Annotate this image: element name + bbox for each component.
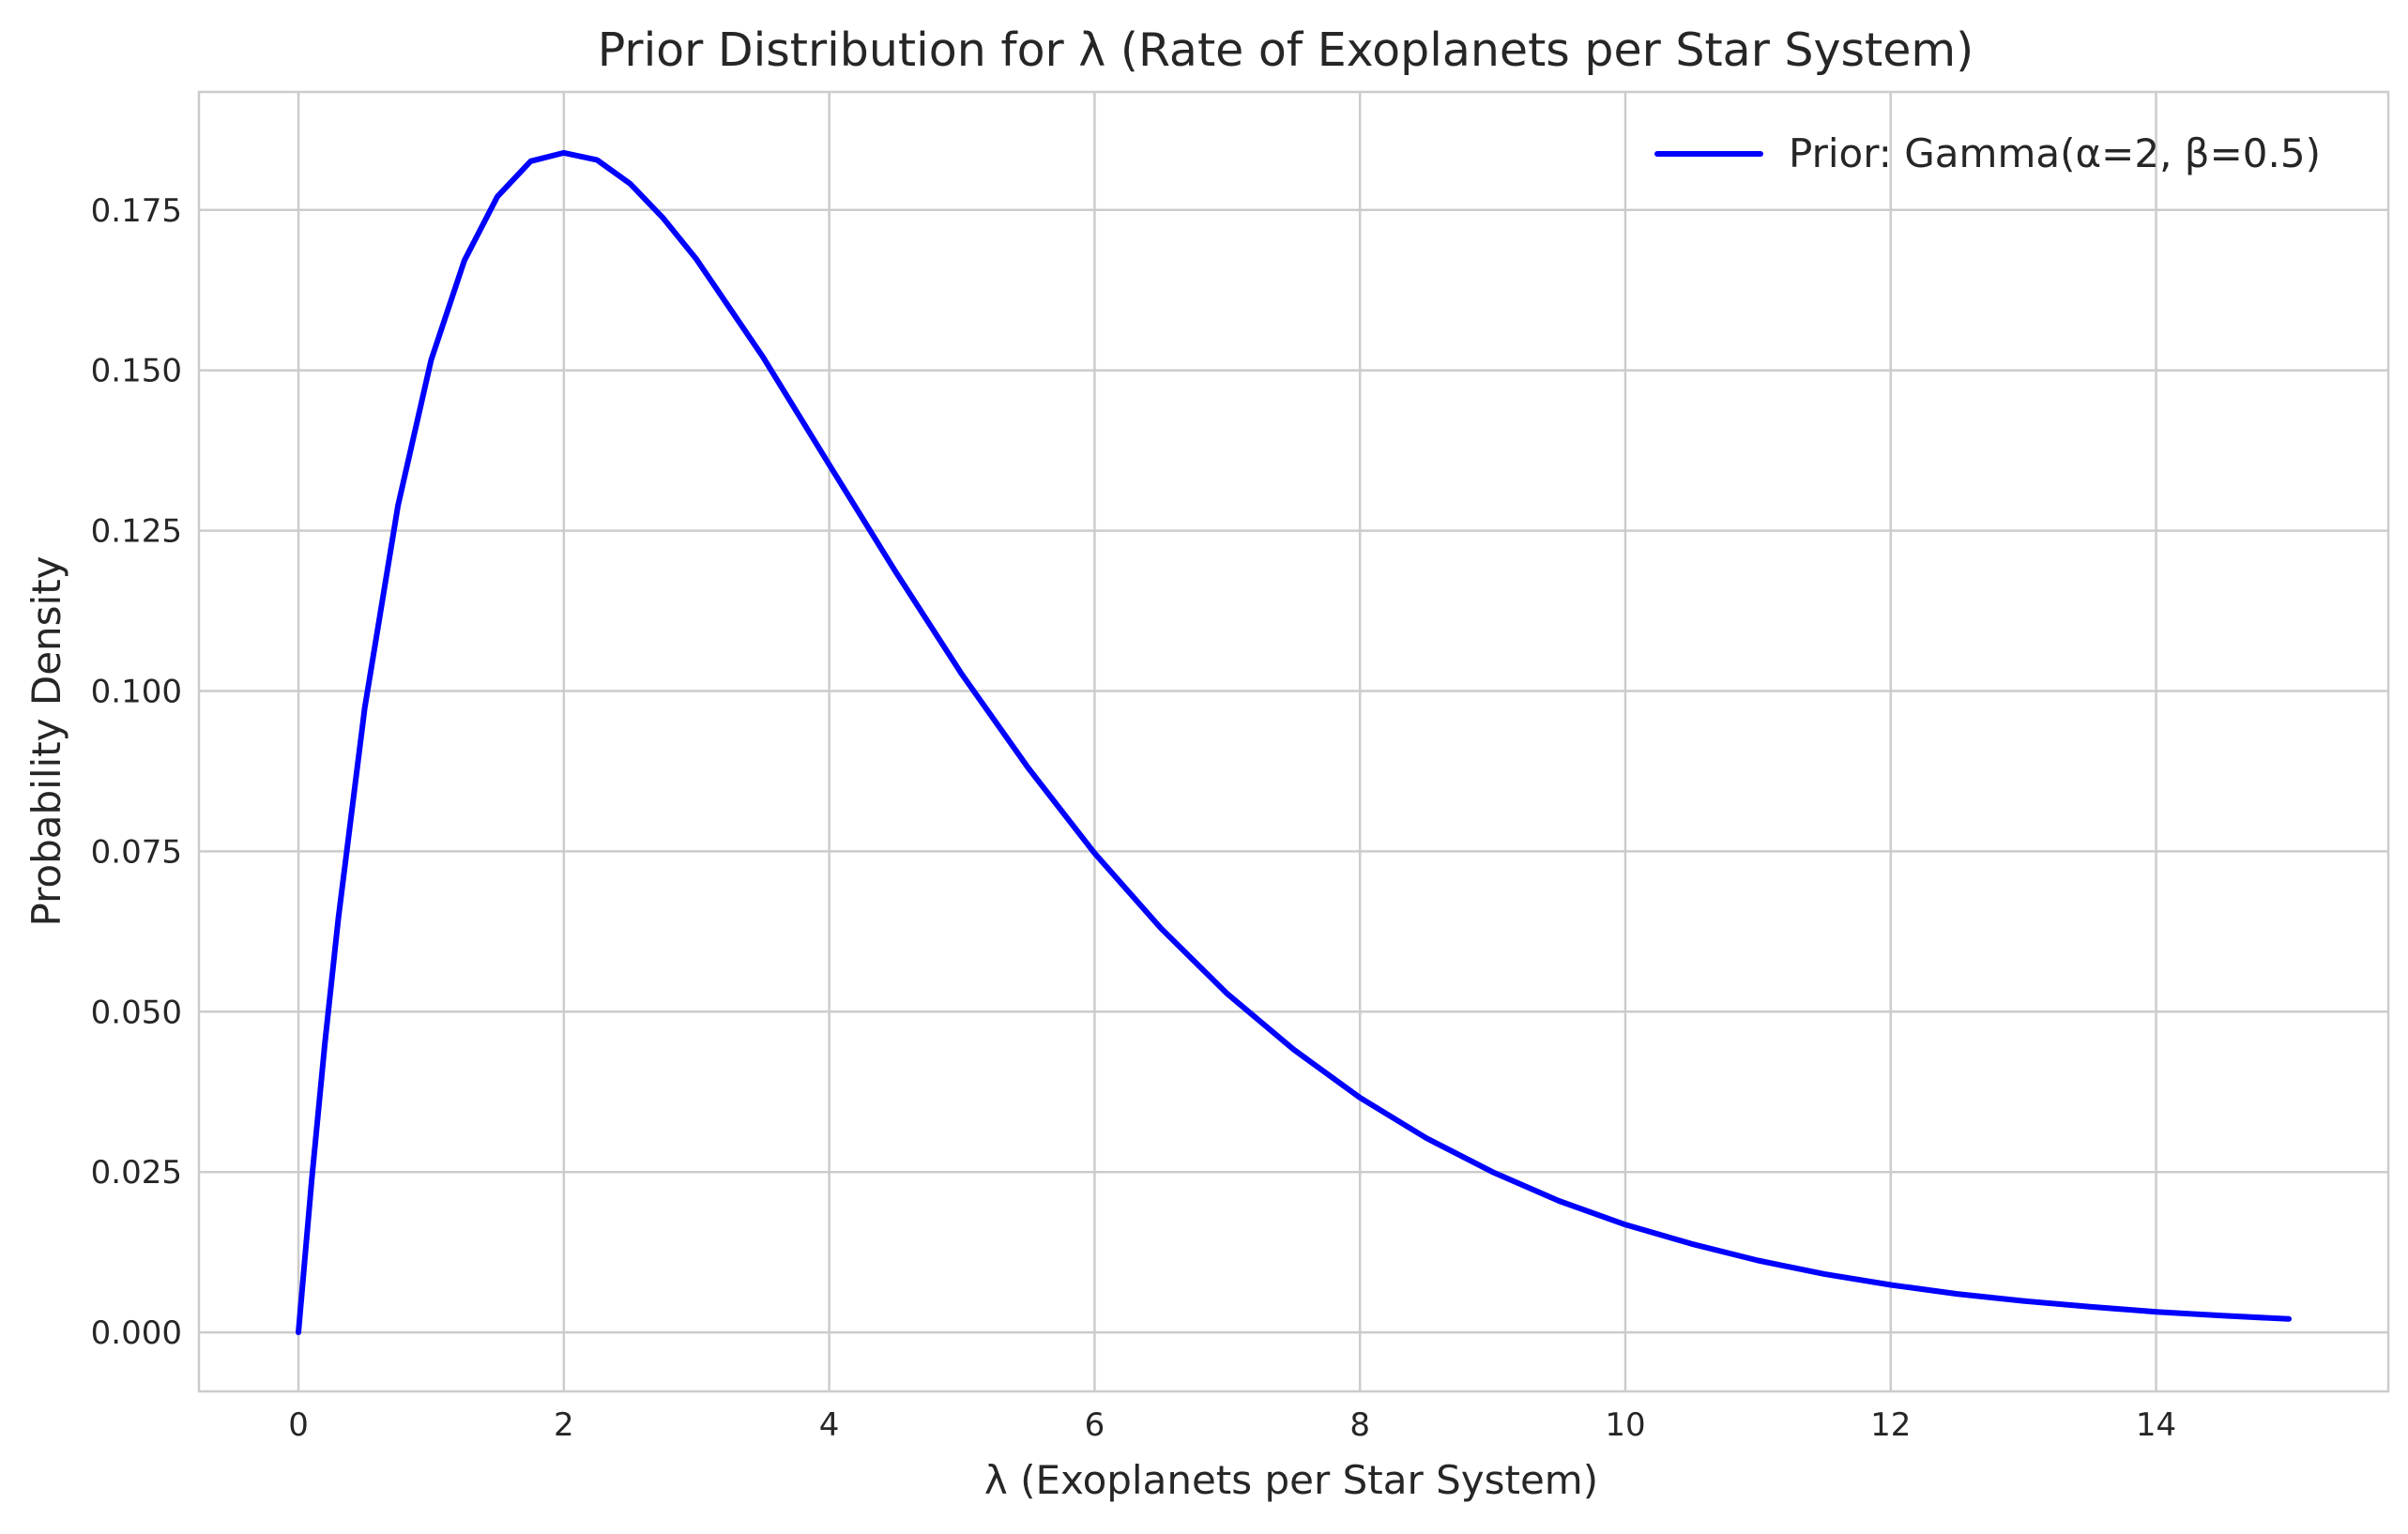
series-point bbox=[322, 1040, 328, 1045]
series-point bbox=[1954, 1291, 1959, 1297]
series-point bbox=[296, 1329, 301, 1335]
chart-title: Prior Distribution for λ (Rate of Exopla… bbox=[598, 23, 1974, 77]
series-point bbox=[2020, 1299, 2026, 1304]
series-point bbox=[892, 569, 898, 574]
series-point bbox=[335, 916, 341, 921]
series-point bbox=[561, 150, 567, 156]
series-point bbox=[959, 672, 965, 677]
series-point bbox=[2219, 1313, 2225, 1318]
plot-frame bbox=[197, 90, 2390, 1393]
series-point bbox=[527, 159, 533, 164]
y-axis-label: Probability Density bbox=[23, 555, 69, 926]
series-point bbox=[1225, 991, 1230, 996]
series-point bbox=[1357, 1095, 1363, 1101]
x-tick-label: 14 bbox=[2136, 1406, 2176, 1444]
series-point bbox=[1158, 925, 1164, 931]
y-tick-label: 0.050 bbox=[91, 994, 182, 1031]
x-tick-label: 4 bbox=[819, 1406, 840, 1444]
series-point bbox=[760, 354, 766, 359]
series-point bbox=[594, 157, 600, 162]
x-tick-label: 8 bbox=[1349, 1406, 1370, 1444]
x-axis-label: λ (Exoplanets per Star System) bbox=[984, 1457, 1598, 1503]
y-tick-label: 0.150 bbox=[91, 353, 182, 390]
y-tick-label: 0.000 bbox=[91, 1314, 182, 1352]
y-tick-label: 0.125 bbox=[91, 513, 182, 551]
x-tick-label: 0 bbox=[288, 1406, 309, 1444]
series-point bbox=[1291, 1047, 1297, 1053]
series-point bbox=[1821, 1271, 1827, 1277]
series-point bbox=[1755, 1258, 1760, 1264]
x-tick-label: 6 bbox=[1085, 1406, 1105, 1444]
series-point bbox=[2154, 1309, 2159, 1314]
y-tick-label: 0.175 bbox=[91, 192, 182, 230]
series-point bbox=[362, 705, 368, 710]
x-tick-label: 2 bbox=[554, 1406, 574, 1444]
series-point bbox=[395, 503, 401, 509]
x-tick-label: 10 bbox=[1605, 1406, 1645, 1444]
series-point bbox=[628, 181, 633, 187]
series-point bbox=[1490, 1169, 1496, 1175]
series-point bbox=[1623, 1222, 1628, 1227]
series-point bbox=[462, 258, 467, 264]
series-point bbox=[2087, 1304, 2093, 1310]
tick-labels: 0 2 4 6 8 10 12 14 0.000 0.025 0.050 0.075 0.100 0.12… bbox=[91, 192, 2177, 1444]
series-point bbox=[428, 357, 434, 363]
series-point bbox=[1689, 1241, 1695, 1247]
series-point bbox=[827, 462, 832, 467]
y-tick-label: 0.100 bbox=[91, 673, 182, 710]
series-point bbox=[1026, 766, 1031, 771]
series-point bbox=[1556, 1198, 1562, 1204]
series-point bbox=[1424, 1135, 1429, 1141]
series-layer bbox=[296, 149, 2292, 1336]
y-tick-label: 0.075 bbox=[91, 833, 182, 871]
series-point bbox=[661, 216, 666, 221]
y-tick-label: 0.025 bbox=[91, 1154, 182, 1192]
series-point bbox=[2286, 1316, 2292, 1322]
x-tick-label: 12 bbox=[1870, 1406, 1911, 1444]
series-point bbox=[495, 193, 500, 199]
series-point bbox=[693, 256, 699, 262]
series-line bbox=[296, 149, 2292, 1336]
legend: Prior: Gamma(α=2, β=0.5) bbox=[1654, 130, 2321, 176]
series-point bbox=[1888, 1283, 1894, 1288]
series-point bbox=[1091, 850, 1097, 856]
grid-layer bbox=[199, 92, 2388, 1391]
legend-label: Prior: Gamma(α=2, β=0.5) bbox=[1789, 130, 2321, 176]
series-point bbox=[309, 1177, 314, 1182]
